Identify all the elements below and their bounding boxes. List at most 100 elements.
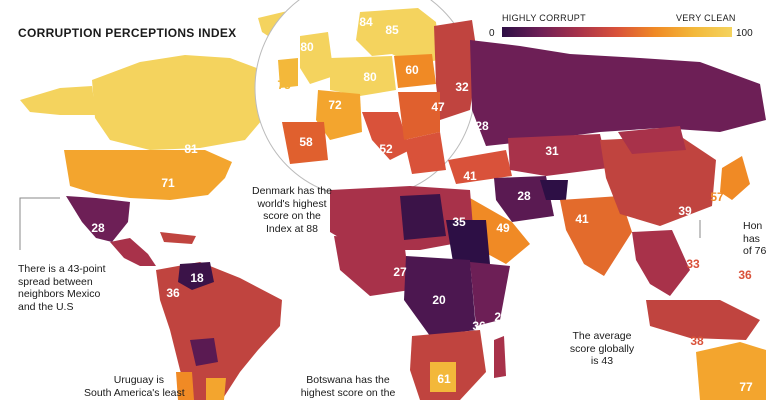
score-brazil: 35	[250, 364, 264, 378]
annotation-denmark: Denmark has the world's highest score on…	[240, 185, 344, 235]
annotation-global-average-line-2: score globally	[569, 342, 635, 355]
madagascar-region	[494, 336, 506, 378]
china-region	[600, 136, 716, 226]
turkey-region	[448, 150, 512, 184]
kazakhstan-region	[508, 134, 608, 176]
score-india: 41	[575, 212, 589, 226]
annotation-global-average-line-3: is 43	[590, 355, 614, 367]
afghanistan-region	[540, 180, 568, 200]
chile-region	[176, 372, 194, 400]
botswana-region	[430, 362, 456, 392]
score-ukraine: 32	[455, 80, 469, 94]
annotation-uruguay-line-1: Uruguay is	[113, 374, 164, 386]
annotation-denmark-line-3: score on the	[263, 210, 321, 222]
score-saudi-arabia: 49	[496, 221, 510, 235]
legend-max: 100	[736, 28, 753, 39]
annotation-mexico-us-line-4: and the U.S	[18, 300, 74, 313]
score-norway: 84	[359, 15, 373, 29]
russia-region	[470, 40, 766, 146]
mexico-us-leader	[19, 197, 60, 250]
score-denmark: 88	[347, 42, 361, 56]
score-mexico: 28	[91, 221, 105, 235]
annotation-hongkong-line-3: of 76	[743, 245, 766, 257]
score-china: 39	[678, 204, 692, 218]
iran-region	[494, 176, 554, 222]
bolivia-region	[190, 338, 218, 366]
mexico-region	[66, 196, 130, 242]
score-dr-congo: 20	[432, 293, 446, 307]
south-america-region	[156, 262, 282, 400]
score-france: 72	[328, 98, 342, 112]
score-libya: 35	[452, 215, 466, 229]
balkans-region	[398, 92, 440, 140]
annotation-mexico-us-line-2: spread between	[18, 275, 93, 288]
annotation-botswana-line-2: highest score on the	[300, 386, 396, 399]
score-poland: 60	[405, 63, 419, 77]
annotation-denmark-line-4: Index at 88	[266, 222, 318, 235]
central-europe-region	[330, 56, 396, 96]
score-tanzania: 36	[472, 319, 486, 333]
east-africa-region	[470, 262, 510, 326]
alaska-region	[20, 86, 96, 115]
japan-region	[720, 156, 750, 200]
score-uk: 80	[300, 40, 314, 54]
annotation-mexico-us-line-3: neighbors Mexico	[18, 288, 101, 300]
india-region	[560, 196, 632, 276]
score-venezuela: 18	[190, 271, 204, 285]
score-ireland: 73	[277, 78, 291, 92]
annotation-hongkong-line-2: has	[743, 232, 760, 245]
score-vietnam: 33	[686, 257, 700, 271]
score-kenya: 27	[494, 310, 508, 324]
score-japan: 57	[710, 190, 724, 204]
eastern-europe-region	[434, 20, 478, 120]
score-kazakhstan: 31	[545, 144, 559, 158]
map-title: CORRUPTION PERCEPTIONS INDEX	[18, 26, 237, 40]
west-africa-region	[334, 236, 410, 296]
score-iran: 28	[517, 189, 531, 203]
central-africa-region	[404, 256, 476, 336]
scandinavia-region	[356, 8, 440, 64]
legend-min: 0	[489, 28, 495, 39]
greece-region	[404, 132, 446, 174]
score-australia: 77	[739, 380, 753, 394]
caribbean-region	[160, 232, 196, 244]
usa-region	[64, 150, 232, 200]
score-spain: 58	[299, 135, 313, 149]
score-greece: 45	[409, 151, 423, 165]
mongolia-region	[618, 126, 686, 154]
score-italy: 52	[379, 142, 393, 156]
legend-high-label: VERY CLEAN	[676, 13, 736, 23]
uruguay-region	[206, 378, 226, 400]
annotation-hongkong: Hon has of 76	[743, 220, 766, 258]
score-botswana: 61	[437, 372, 451, 386]
annotation-global-average: The average score globally is 43	[560, 330, 644, 368]
legend-low-label: HIGHLY CORRUPT	[502, 13, 586, 23]
sahel-region	[400, 194, 446, 240]
score-germany: 80	[363, 70, 377, 84]
annotation-denmark-line-2: world's highest	[257, 197, 327, 210]
indonesia-region	[646, 300, 760, 340]
southeast-asia-region	[632, 230, 690, 296]
uk-region	[300, 32, 334, 84]
poland-region	[394, 54, 436, 88]
canada-region	[92, 55, 270, 150]
score-turkey: 41	[463, 169, 477, 183]
annotation-uruguay-line-2: South America's least	[84, 386, 185, 399]
central-america-region	[110, 238, 156, 266]
annotation-botswana: Botswana has the highest score on the	[300, 374, 396, 399]
venezuela-region	[178, 262, 214, 290]
score-nigeria: 27	[393, 265, 407, 279]
score-usa: 71	[161, 176, 175, 190]
australia-region	[696, 342, 766, 400]
annotation-mexico-us-line-1: There is a 43-point	[18, 263, 106, 275]
score-sweden: 85	[385, 23, 399, 37]
legend-color-bar	[502, 27, 732, 37]
annotation-global-average-line-1: The average	[572, 330, 632, 342]
score-hungary: 47	[431, 100, 445, 114]
score-colombia: 36	[166, 286, 180, 300]
annotation-mexico-us: There is a 43-point spread between neigh…	[18, 263, 106, 313]
score-canada: 81	[184, 142, 198, 156]
ireland-region	[278, 58, 298, 88]
annotation-uruguay: Uruguay is South America's least	[84, 374, 185, 399]
